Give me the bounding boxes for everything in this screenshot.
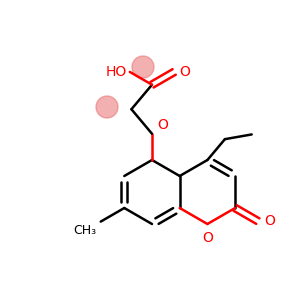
Text: HO: HO (106, 65, 127, 79)
Text: O: O (179, 65, 190, 79)
Text: O: O (157, 118, 168, 132)
Text: O: O (264, 214, 275, 228)
Circle shape (132, 56, 154, 78)
Text: O: O (202, 231, 213, 245)
Text: CH₃: CH₃ (74, 224, 97, 237)
Circle shape (96, 96, 118, 118)
